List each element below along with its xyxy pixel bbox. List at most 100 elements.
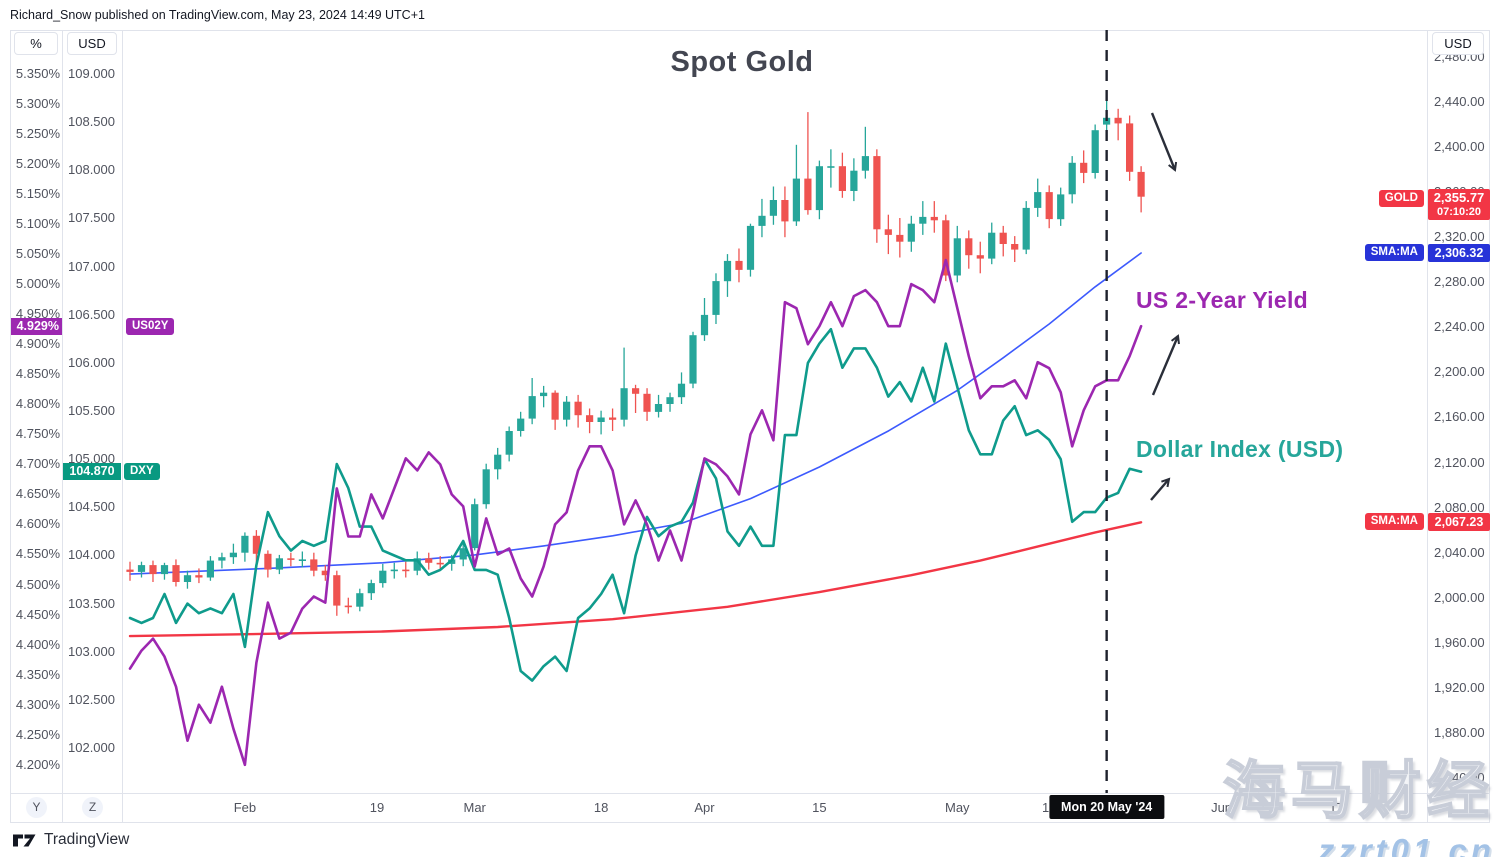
percent-axis-tick: 4.850% <box>15 366 60 382</box>
candle-body <box>482 469 490 505</box>
dxy-axis-tick: 104.500 <box>68 499 115 515</box>
candle-body <box>597 417 605 422</box>
usd-scale-toggle-button[interactable]: Z <box>82 797 103 818</box>
sma-red-value-label: 2,067.23 <box>1428 512 1490 531</box>
tradingview-logo <box>13 834 36 846</box>
percent-axis-tick: 5.300% <box>15 95 60 111</box>
candle-body <box>425 558 433 563</box>
candle-body <box>677 383 686 398</box>
frame-bottom-border <box>10 822 1490 823</box>
annotation-arrow <box>1150 477 1171 501</box>
candle-body <box>505 431 513 455</box>
percent-axis-tick: 4.200% <box>15 756 60 772</box>
candle-body <box>1022 207 1030 250</box>
time-axis-tick: Apr <box>694 800 715 815</box>
time-axis-tick: May <box>944 800 970 815</box>
gold-axis-tick: 1,920.00 <box>1434 679 1485 695</box>
percent-axis-button[interactable]: % <box>14 32 58 55</box>
candle-body <box>632 388 640 394</box>
tradingview-brand-text: TradingView <box>44 831 130 848</box>
candle-body <box>907 223 915 242</box>
candle-body <box>1103 117 1111 125</box>
time-axis-border <box>10 793 1490 794</box>
candle-body <box>275 558 283 570</box>
candle-body <box>321 570 329 576</box>
dxy-axis-tick: 102.000 <box>68 740 115 756</box>
gold-axis-tick: 2,400.00 <box>1434 139 1485 155</box>
event-date-label: Mon 20 May '24 <box>1049 795 1165 819</box>
candle-body <box>206 560 214 578</box>
candle-body <box>1068 162 1076 195</box>
candle-body <box>356 593 364 607</box>
time-axis-tick: 17 <box>1329 800 1344 815</box>
candle-body <box>1126 123 1134 172</box>
chart-title: Spot Gold <box>670 46 814 78</box>
right-usd-axis-button[interactable]: USD <box>1432 32 1484 55</box>
candle-body <box>758 215 766 226</box>
percent-axis-tick: 4.750% <box>15 426 60 442</box>
dxy-axis-tick: 108.500 <box>68 114 115 130</box>
right-axis-border <box>1427 30 1428 822</box>
candle-body <box>586 415 594 422</box>
time-axis-tick: Mar <box>463 800 486 815</box>
time-axis-tick: Jun <box>1211 800 1233 815</box>
percent-axis-tick: 4.650% <box>15 486 60 502</box>
candle-body <box>804 178 812 211</box>
candle-body <box>1091 130 1099 173</box>
candle-body <box>988 232 996 259</box>
dxy-axis-tick: 107.500 <box>68 210 115 226</box>
price-chart-plot[interactable] <box>122 30 1425 793</box>
candle-body <box>471 504 479 549</box>
percent-axis-tick: 5.000% <box>15 276 60 292</box>
percent-axis-tick: 5.100% <box>15 216 60 232</box>
gold-axis-tick: 2,120.00 <box>1434 454 1485 470</box>
right-outer-border <box>1489 30 1490 822</box>
candle-body <box>344 605 352 608</box>
gold-axis-tick: 2,040.00 <box>1434 544 1485 560</box>
pct-axis-border <box>62 30 63 822</box>
left-usd-axis-button[interactable]: USD <box>67 32 117 55</box>
candle-body <box>827 166 835 168</box>
candle-body <box>965 238 973 256</box>
candle-body <box>229 552 237 558</box>
time-axis-tick: 15 <box>812 800 827 815</box>
percent-axis-tick: 4.950% <box>15 306 60 322</box>
tradingview-branding-link[interactable]: TradingView <box>12 831 129 849</box>
time-axis-tick: Feb <box>233 800 257 815</box>
candle-body <box>609 417 617 420</box>
candle-body <box>126 569 134 572</box>
candle-body <box>252 535 260 554</box>
gold-axis-tick: 2,440.00 <box>1434 93 1485 109</box>
left-usd-axis-border <box>122 30 123 822</box>
candle-body <box>1137 171 1145 197</box>
frame-top-border <box>10 30 1490 31</box>
candle-body <box>574 401 582 416</box>
us02y-series-tag: US02Y <box>126 318 175 336</box>
candle-body <box>310 559 318 571</box>
candle-body <box>884 229 892 235</box>
gold-bar-countdown: 07:10:20 <box>1436 205 1482 218</box>
gold-sma-fast-line <box>129 252 1142 575</box>
gold-axis-tick: 2,080.00 <box>1434 499 1485 515</box>
candle-body <box>172 565 180 582</box>
gold-axis-tick: 2,200.00 <box>1434 364 1485 380</box>
candle-body <box>712 281 720 315</box>
percent-scale-toggle-button[interactable]: Y <box>26 797 47 818</box>
percent-axis-tick: 4.550% <box>15 546 60 562</box>
candle-body <box>919 216 927 224</box>
time-axis-tick: 18 <box>593 800 609 815</box>
gold-axis-tick: 2,240.00 <box>1434 319 1485 335</box>
dxy-axis-tick: 105.500 <box>68 403 115 419</box>
percent-axis-tick: 4.900% <box>15 336 60 352</box>
candle-body <box>723 260 732 282</box>
gold-axis-tick: 1,880.00 <box>1434 724 1485 740</box>
candle-body <box>413 558 421 571</box>
percent-axis-tick: 5.050% <box>15 246 60 262</box>
candle-body <box>700 314 709 336</box>
candle-body <box>160 565 169 575</box>
gold-last-price-label: 2,355.77 07:10:20 <box>1428 188 1490 220</box>
gold-axis-tick: 2,280.00 <box>1434 274 1485 290</box>
percent-axis-tick: 5.250% <box>15 125 60 141</box>
candle-body <box>367 583 375 594</box>
